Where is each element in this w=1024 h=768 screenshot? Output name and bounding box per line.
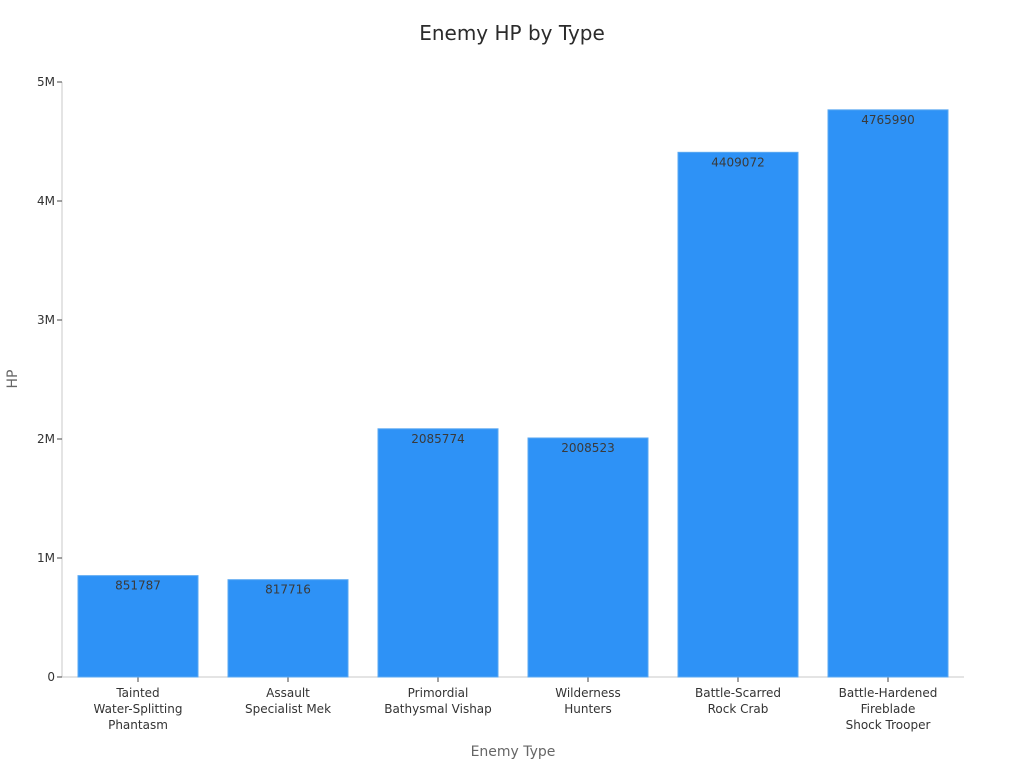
x-tick-label: Primordial Bathysmal Vishap (384, 686, 492, 716)
bar[interactable] (77, 575, 199, 678)
bar[interactable] (377, 428, 499, 678)
bar[interactable] (827, 109, 949, 678)
y-axis: 0 1M 2M 3M 4M 5M (37, 75, 63, 684)
x-tick-label-line: Bathysmal Vishap (384, 702, 492, 716)
category-labels: Tainted Water-Splitting Phantasm Assault Spe… (94, 686, 938, 732)
x-tick-label-line: Battle-Scarred (695, 686, 781, 700)
bar[interactable] (227, 579, 349, 678)
x-tick-label-line: Hunters (564, 702, 612, 716)
bar-series (77, 109, 949, 678)
y-tick-label: 2M (37, 432, 55, 446)
x-tick-label-line: Specialist Mek (245, 702, 331, 716)
x-tick-label-line: Battle-Hardened (839, 686, 938, 700)
x-tick-label: Tainted Water-Splitting Phantasm (94, 686, 183, 732)
y-tick-label: 4M (37, 194, 55, 208)
x-tick-label-line: Shock Trooper (846, 718, 931, 732)
x-tick-label: Assault Specialist Mek (245, 686, 331, 716)
chart-title: Enemy HP by Type (419, 21, 605, 45)
data-label: 851787 (115, 579, 161, 593)
x-tick-label-line: Primordial (408, 686, 469, 700)
x-tick-label: Wilderness Hunters (555, 686, 620, 716)
data-label: 2008523 (561, 441, 614, 455)
data-label: 4765990 (861, 113, 914, 127)
x-tick-label-line: Tainted (115, 686, 159, 700)
x-axis-title: Enemy Type (471, 744, 556, 760)
data-label: 2085774 (411, 432, 464, 446)
x-tick-label-line: Phantasm (108, 718, 168, 732)
y-tick-label: 5M (37, 75, 55, 89)
x-tick-label-line: Water-Splitting (94, 702, 183, 716)
x-tick-label-line: Fireblade (861, 702, 916, 716)
x-tick-label: Battle-Hardened Fireblade Shock Trooper (839, 686, 938, 732)
x-tick-label-line: Rock Crab (708, 702, 769, 716)
y-tick-label: 0 (47, 670, 55, 684)
x-tick-label-line: Assault (266, 686, 310, 700)
data-labels: 851787 817716 2085774 2008523 4409072 4765990 (115, 113, 915, 597)
data-label: 817716 (265, 583, 311, 597)
x-tick-label: Battle-Scarred Rock Crab (695, 686, 781, 716)
y-tick-label: 1M (37, 551, 55, 565)
y-axis-title: HP (5, 370, 21, 389)
x-axis (62, 676, 964, 682)
data-label: 4409072 (711, 155, 764, 169)
y-tick-label: 3M (37, 313, 55, 327)
bar[interactable] (677, 151, 799, 678)
x-tick-label-line: Wilderness (555, 686, 620, 700)
bar[interactable] (527, 437, 649, 678)
